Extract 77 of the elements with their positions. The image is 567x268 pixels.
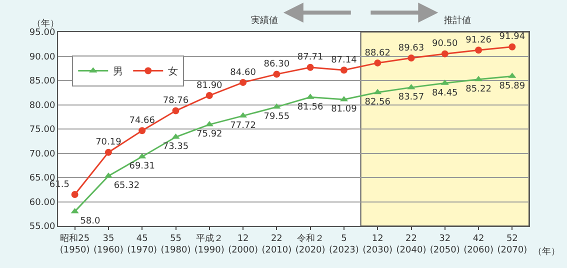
point — [172, 107, 180, 114]
data-label: 83.57 — [398, 92, 424, 103]
point — [206, 92, 213, 100]
point — [138, 127, 146, 134]
legend-label: 女 — [168, 66, 178, 78]
y-axis-title: （年） — [533, 246, 560, 257]
x-tick-label: 12 (2000) — [228, 234, 258, 256]
x-axis-title: （年） — [32, 18, 59, 29]
point — [240, 78, 247, 86]
x-tick-label: 平成２ (1990) — [194, 232, 224, 256]
point — [374, 59, 382, 66]
y-tick-label: 90.00 — [29, 52, 56, 62]
x-tick-label: 35 (1960) — [93, 234, 124, 256]
data-label: 69.31 — [129, 162, 155, 172]
x-tick-label: 55 (1980) — [160, 234, 191, 256]
point — [71, 190, 78, 198]
point — [70, 208, 79, 214]
data-label: 77.72 — [230, 120, 256, 131]
x-tick-label: 45 (1970) — [127, 234, 158, 256]
data-label: 79.55 — [264, 112, 290, 122]
point — [272, 103, 281, 109]
point — [475, 46, 482, 54]
data-label: 85.89 — [499, 81, 526, 92]
point — [306, 64, 314, 71]
data-label: 81.56 — [297, 102, 324, 112]
point — [374, 88, 382, 94]
y-tick-label: 55.00 — [29, 222, 56, 232]
x-tick-label: 52 (2070) — [497, 234, 528, 256]
point — [407, 84, 416, 90]
data-label: 58.0 — [80, 216, 101, 227]
y-tick-label: 70.00 — [29, 149, 56, 160]
data-label: 81.09 — [331, 104, 358, 115]
x-tick-label: 令和２ (2020) — [295, 232, 326, 256]
point — [340, 66, 348, 74]
x-tick-label: 5 (2023) — [328, 234, 359, 256]
point — [104, 172, 112, 178]
x-tick-label: 22 (2010) — [262, 234, 292, 256]
x-tick-label: 32 (2050) — [430, 234, 460, 256]
data-label: 88.62 — [364, 48, 390, 58]
data-label: 75.92 — [196, 130, 222, 140]
point — [508, 43, 516, 50]
data-label: 70.19 — [96, 138, 122, 148]
point — [441, 50, 448, 58]
data-label: 73.35 — [162, 142, 189, 152]
text: 推計値 — [444, 15, 471, 26]
y-tick-label: 60.00 — [29, 198, 56, 208]
x-tick-label: 12 (2030) — [362, 234, 393, 256]
legend-label: 男 — [113, 66, 124, 78]
y-tick-label: 85.00 — [29, 76, 56, 87]
data-label: 91.26 — [466, 36, 492, 46]
data-label: 90.50 — [432, 39, 458, 50]
point — [239, 112, 248, 118]
x-tick-label: 22 (2040) — [396, 234, 426, 256]
x-tick-label: 42 (2060) — [464, 234, 494, 256]
y-tick-label: 95.00 — [29, 28, 56, 38]
x-tick-label: 昭和25 (1950) — [60, 232, 90, 256]
data-label: 89.63 — [398, 43, 424, 54]
data-label: 84.45 — [432, 88, 458, 98]
text: 実績値 — [251, 15, 278, 26]
y-tick-label: 80.00 — [29, 100, 56, 111]
data-label: 87.14 — [331, 55, 358, 66]
data-label: 81.90 — [196, 80, 223, 91]
y-tick-label: 75.00 — [29, 125, 56, 136]
data-label: 87.71 — [297, 52, 324, 63]
data-label: 82.56 — [364, 97, 391, 108]
data-label: 84.60 — [230, 68, 256, 78]
data-label: 65.32 — [114, 181, 140, 192]
point — [104, 148, 112, 156]
point — [474, 76, 483, 82]
point — [340, 96, 348, 102]
data-label: 74.66 — [129, 116, 156, 126]
data-label: 91.94 — [499, 32, 526, 42]
data-label: 78.76 — [162, 96, 189, 106]
point — [273, 70, 280, 78]
point — [408, 54, 415, 62]
data-label: 86.30 — [264, 60, 290, 70]
data-label: 85.22 — [466, 84, 492, 95]
